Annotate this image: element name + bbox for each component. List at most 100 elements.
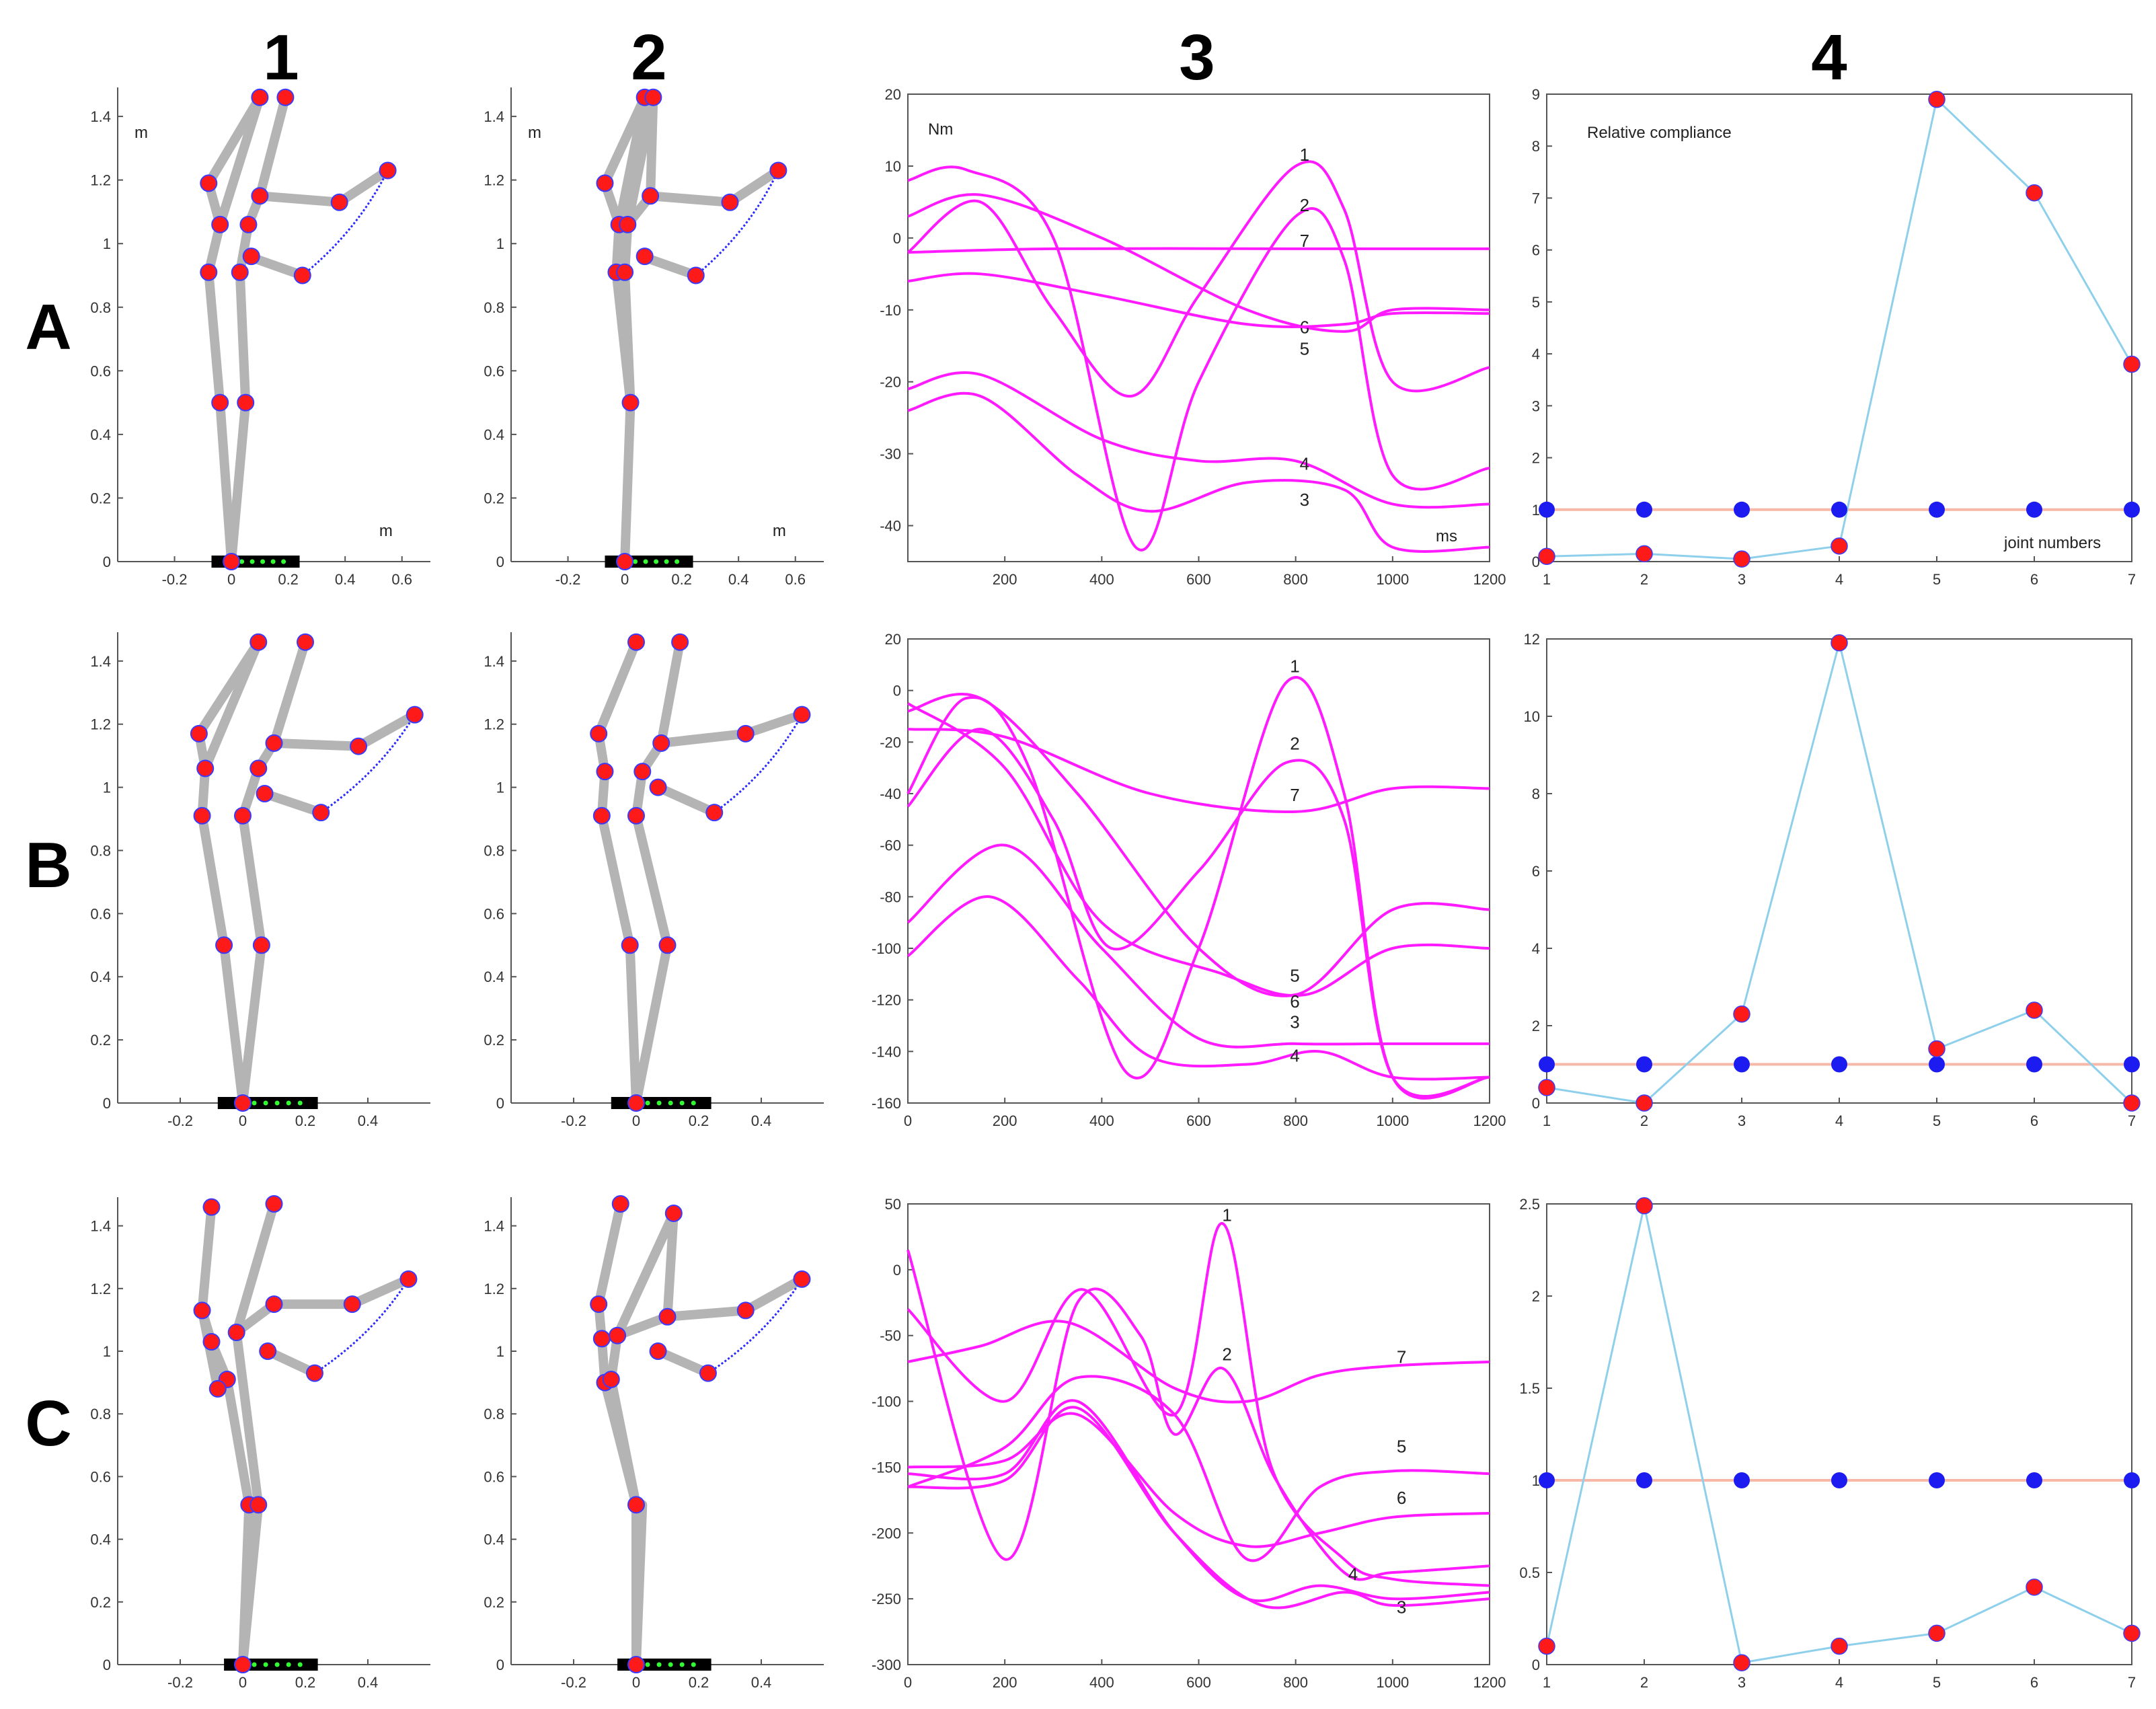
joint-marker xyxy=(276,88,295,106)
hand-trajectory xyxy=(695,169,779,276)
hand-trajectory xyxy=(707,1279,803,1374)
unit-y-label: Nm xyxy=(928,120,953,139)
compliance-point xyxy=(1733,1005,1750,1023)
reference-point xyxy=(1734,501,1750,518)
unit-x-label: m xyxy=(773,522,786,540)
x-tick-label: 0.6 xyxy=(785,571,806,588)
reference-point xyxy=(2124,1472,2140,1488)
foot-marker xyxy=(297,1100,303,1106)
body-segment xyxy=(334,165,393,207)
x-tick-label: 0 xyxy=(632,1674,640,1691)
foot-marker xyxy=(249,559,255,564)
row-label-C: C xyxy=(25,1388,71,1459)
joint-marker xyxy=(793,706,811,724)
torque-series-1 xyxy=(907,676,1490,1100)
x-tick-label: -0.2 xyxy=(561,1674,586,1691)
joint-marker xyxy=(602,1370,620,1388)
y-tick-label: 7 xyxy=(1532,190,1540,206)
foot-marker xyxy=(263,1662,268,1667)
body-segment xyxy=(725,165,783,207)
compliance-point xyxy=(2026,184,2043,202)
body-segment xyxy=(238,1500,264,1669)
joint-marker xyxy=(705,804,724,822)
y-tick-label: 9 xyxy=(1532,86,1540,103)
joint-marker xyxy=(234,1094,252,1112)
y-tick-label: 3 xyxy=(1532,397,1540,414)
panel-B1: 0 0.2 0.4 0.6 0.8 1 1.2 1.4 -0.2 0 0.2 0.4 xyxy=(90,632,430,1129)
joint-marker xyxy=(793,1270,811,1288)
plot-frame xyxy=(907,93,1490,562)
body-segment xyxy=(625,940,641,1108)
row-labels: A B C xyxy=(25,291,71,1459)
x-tick-label: 400 xyxy=(1089,1674,1114,1691)
unit-y-label: m xyxy=(134,124,148,142)
y-tick-label: 1 xyxy=(496,1343,504,1360)
foot-marker xyxy=(263,1100,268,1106)
foot-marker xyxy=(668,1100,673,1106)
y-tick-label: 1 xyxy=(496,235,504,252)
x-tick-label: 3 xyxy=(1738,1674,1746,1691)
hand-trajectory xyxy=(320,714,416,814)
x-tick-label: 0.2 xyxy=(295,1112,316,1129)
x-tick-label: 200 xyxy=(993,1674,1017,1691)
y-tick-label: 0.2 xyxy=(484,1032,504,1049)
body-segment xyxy=(204,267,225,408)
y-tick-label: 0.4 xyxy=(484,969,504,985)
y-tick-label: -200 xyxy=(872,1525,901,1542)
x-tick-label: 1 xyxy=(1543,1112,1551,1129)
body-segment xyxy=(269,637,310,748)
x-tick-label: 0 xyxy=(632,1112,640,1129)
compliance-line xyxy=(1545,1205,2132,1664)
x-tick-label: 0.4 xyxy=(358,1112,379,1129)
y-tick-label: 0.2 xyxy=(90,1032,111,1049)
x-tick-label: 1000 xyxy=(1376,1112,1409,1129)
torque-series-4 xyxy=(907,371,1490,509)
joint-marker xyxy=(234,806,252,825)
y-tick-label: 0.4 xyxy=(90,969,111,985)
series-label: 5 xyxy=(1300,339,1309,359)
joint-marker xyxy=(200,174,218,192)
y-tick-label: 0 xyxy=(496,554,504,570)
x-tick-label: 0.2 xyxy=(689,1112,709,1129)
series-label: 2 xyxy=(1222,1344,1231,1365)
joint-marker xyxy=(658,1307,677,1326)
y-tick-label: 1 xyxy=(103,1343,111,1360)
y-tick-label: 0 xyxy=(893,683,901,699)
x-tick-label: 0.2 xyxy=(295,1674,316,1691)
y-tick-label: 0 xyxy=(103,554,111,570)
joint-marker xyxy=(687,266,705,284)
y-tick-label: 1.4 xyxy=(90,653,111,670)
joint-marker xyxy=(736,724,755,743)
x-tick-label: 5 xyxy=(1933,1674,1941,1691)
series-label: 6 xyxy=(1290,991,1299,1012)
y-tick-label: 2 xyxy=(1532,1018,1540,1034)
torque-series-5 xyxy=(907,1375,1490,1562)
joint-marker xyxy=(215,936,233,954)
column-headers: 1 2 3 4 xyxy=(263,22,1847,93)
joint-marker xyxy=(633,763,652,781)
compliance-point xyxy=(2026,1001,2043,1019)
x-tick-label: 1 xyxy=(1543,571,1551,588)
y-tick-label: -300 xyxy=(872,1657,901,1673)
body-segment xyxy=(662,1208,679,1322)
panel-C3: -300 -250 -200 -150 -100 -50 0 50 0 200 400 600 800 1… xyxy=(872,1196,1506,1691)
joint-marker xyxy=(636,248,654,266)
foot-marker xyxy=(656,1662,662,1667)
compliance-point xyxy=(1733,1654,1750,1672)
y-tick-label: -50 xyxy=(880,1328,901,1344)
y-tick-label: 50 xyxy=(885,1196,901,1213)
compliance-point xyxy=(1928,1624,1946,1642)
torque-series-2 xyxy=(907,1249,1490,1581)
column-header-3: 3 xyxy=(1179,22,1215,93)
body-segment xyxy=(347,1274,414,1309)
y-tick-label: 1 xyxy=(103,780,111,796)
y-tick-label: 8 xyxy=(1532,786,1540,802)
plot-frame xyxy=(1546,638,2132,1104)
foot-marker xyxy=(633,559,638,564)
joint-marker xyxy=(211,215,229,233)
joint-marker xyxy=(642,187,660,205)
body-segment xyxy=(255,191,344,207)
reference-point xyxy=(1636,501,1652,518)
joint-marker xyxy=(190,724,208,743)
